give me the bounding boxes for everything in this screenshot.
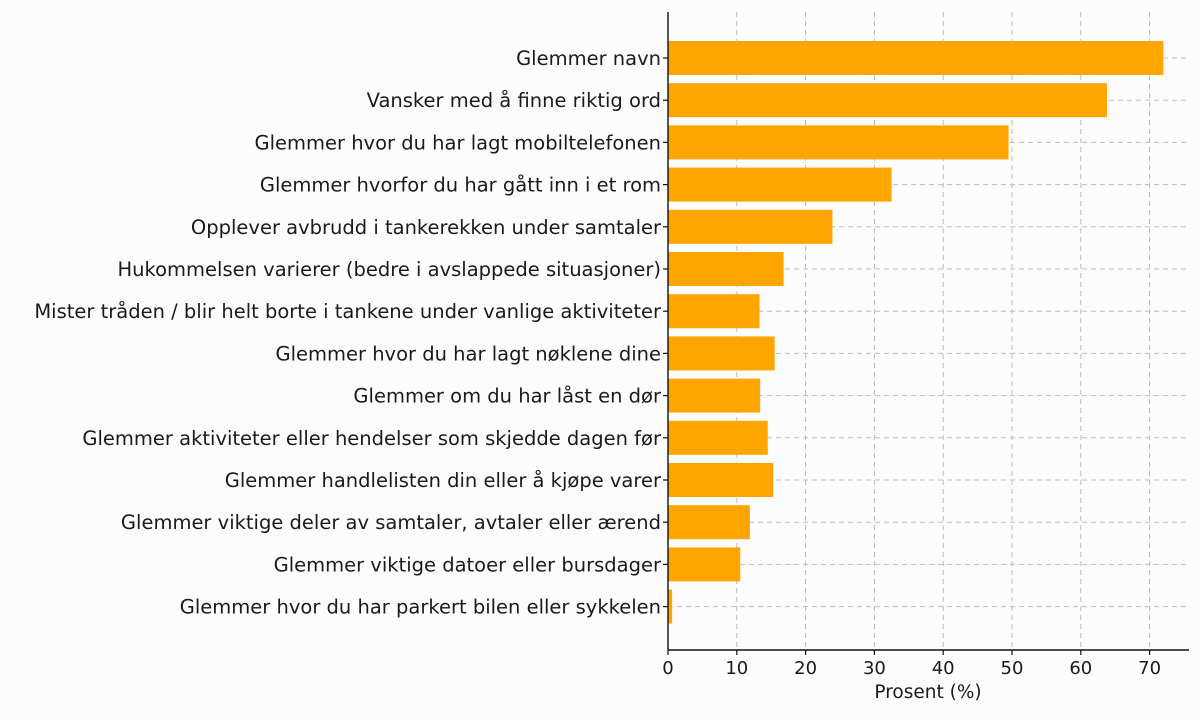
category-label: Vansker med å finne riktig ord bbox=[367, 89, 661, 112]
x-tick-label: 70 bbox=[1138, 658, 1161, 679]
bar bbox=[668, 547, 741, 582]
bar bbox=[668, 252, 784, 286]
axis-layer bbox=[663, 12, 1189, 655]
bar-layer bbox=[668, 41, 1164, 624]
x-tick-label: 10 bbox=[725, 658, 748, 679]
bar bbox=[668, 209, 833, 244]
category-label: Glemmer handlelisten din eller å kjøpe v… bbox=[225, 469, 662, 492]
x-tick-label: 40 bbox=[932, 658, 955, 679]
category-label: Glemmer hvor du har parkert bilen eller … bbox=[180, 596, 661, 619]
bar bbox=[668, 125, 1009, 160]
category-label: Glemmer viktige datoer eller bursdager bbox=[274, 553, 662, 576]
label-layer: 0 10 20 30 40 50 60 70 Glemmer navn Vansker med å… bbox=[34, 47, 1161, 679]
bar bbox=[668, 505, 750, 540]
bar bbox=[668, 463, 774, 497]
category-label: Glemmer hvor du har lagt nøklene dine bbox=[275, 342, 661, 365]
category-label: Opplever avbrudd i tankerekken under sam… bbox=[191, 216, 662, 239]
bar bbox=[668, 420, 768, 455]
category-label: Glemmer hvorfor du har gått inn i et rom bbox=[260, 174, 661, 197]
category-label: Glemmer om du har låst en dør bbox=[353, 385, 662, 408]
x-tick-label: 20 bbox=[794, 658, 817, 679]
x-tick-label: 0 bbox=[662, 658, 673, 679]
x-tick-label: 30 bbox=[863, 658, 886, 679]
bar bbox=[668, 378, 761, 413]
x-tick-label: 60 bbox=[1069, 658, 1092, 679]
category-label: Mister tråden / blir helt borte i tanken… bbox=[34, 300, 662, 323]
category-label: Glemmer viktige deler av samtaler, avtal… bbox=[121, 511, 661, 534]
category-label: Glemmer hvor du har lagt mobiltelefonen bbox=[254, 131, 661, 154]
bar bbox=[668, 336, 775, 371]
bar bbox=[668, 41, 1164, 75]
bar bbox=[668, 167, 892, 202]
category-label: Glemmer navn bbox=[516, 47, 661, 70]
category-label: Glemmer aktiviteter eller hendelser som … bbox=[82, 427, 662, 450]
x-axis-title: Prosent (%) bbox=[874, 682, 981, 703]
bar bbox=[668, 294, 760, 329]
category-label: Hukommelsen varierer (bedre i avslappede… bbox=[117, 258, 661, 281]
bar bbox=[668, 589, 673, 624]
bar bbox=[668, 83, 1107, 118]
x-tick-label: 50 bbox=[1001, 658, 1024, 679]
